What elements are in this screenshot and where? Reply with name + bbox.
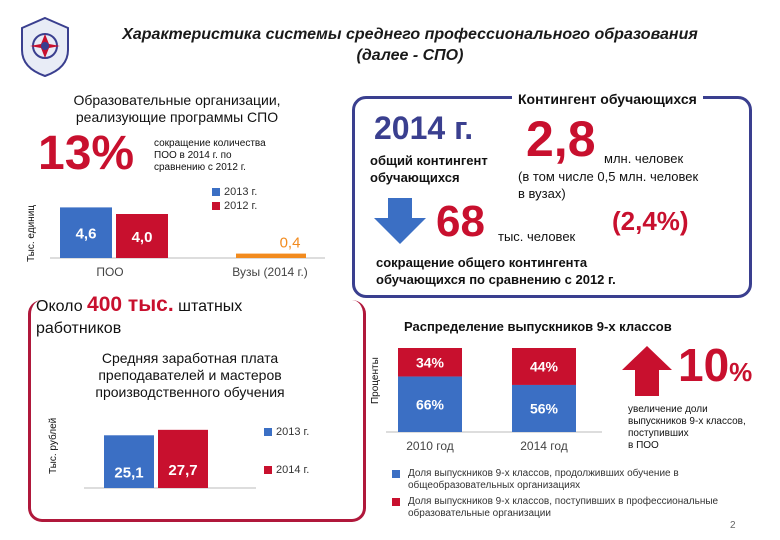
- salary-bar-2013: [104, 435, 154, 488]
- orgs-percent: 13%: [38, 127, 135, 180]
- orgs-bar-2013: [60, 207, 112, 258]
- page-title: Характеристика системы среднего професси…: [60, 24, 760, 66]
- orgs-bar-2013-label: 4,6: [76, 226, 97, 243]
- growth-note-line-3: поступивших: [628, 428, 689, 439]
- graduates-bar-red-0: [398, 348, 462, 377]
- graduates-heading: Распределение выпускников 9-х классов: [404, 319, 672, 334]
- graduates-bar-blue-0: [398, 376, 462, 432]
- legend-swatch-blue: [392, 470, 400, 478]
- salary-legend-label-2014: 2014 г.: [276, 464, 310, 476]
- orgs-note-line-2: ПОО в 2014 г. по: [154, 150, 232, 161]
- salary-bar-label-2014: 27,7: [168, 462, 197, 479]
- salary-bar-chart: 25,1 27,7: [84, 429, 256, 489]
- contingent-note-line-2: обучающихся по сравнению с 2012 г.: [376, 272, 616, 287]
- contingent-drop-unit: тыс. человек: [498, 229, 576, 244]
- contingent-drop-note: сокращение общего контингента обучающихс…: [376, 254, 616, 288]
- orgs-legend-label-2013: 2013 г.: [224, 186, 258, 198]
- growth-value: 10%: [678, 340, 752, 397]
- salary-heading: Средняя заработная плата преподавателей …: [60, 350, 320, 401]
- growth-note-line-4: в ПОО: [628, 440, 659, 451]
- graduates-label-red-0: 34%: [416, 354, 445, 370]
- growth-note-line-1: увеличение доли: [628, 404, 708, 415]
- legend-swatch-red: [392, 498, 400, 506]
- staff-line-2: работников: [36, 320, 122, 337]
- orgs-heading: Образовательные организации, реализующие…: [42, 92, 312, 126]
- down-arrow-icon: [374, 198, 426, 244]
- graduates-label-blue-1: 56%: [530, 400, 559, 416]
- graduates-label-blue-0: 66%: [416, 396, 445, 412]
- staff-frame: [28, 300, 366, 522]
- graduates-legend-label-1: Доля выпускников 9-х классов, продолживш…: [408, 468, 679, 491]
- legend-swatch-red: [212, 202, 220, 211]
- contingent-drop-value: 68: [436, 197, 485, 246]
- orgs-bar-universities: [236, 253, 306, 258]
- contingent-total-line-1: общий контингент: [370, 153, 488, 168]
- graduates-tick-label-0: 2010 год: [406, 439, 454, 453]
- contingent-total-label: общий контингент обучающихся: [370, 152, 488, 186]
- salary-bar-2014: [158, 429, 208, 488]
- graduates-legend-label-2: Доля выпускников 9-х классов, поступивши…: [408, 496, 719, 519]
- graduates-tick-label-1: 2014 год: [520, 439, 568, 453]
- orgs-bar-chart: 4,6 4,0 0,4 ПОО Вузы (2014 г.): [50, 207, 325, 279]
- contingent-including: (в том числе 0,5 млн. человек в вузах): [518, 168, 698, 202]
- contingent-incl-line-2: в вузах): [518, 186, 566, 201]
- legend-swatch-blue: [264, 428, 272, 437]
- growth-note-line-2: выпускников 9-х классов,: [628, 416, 746, 427]
- orgs-heading-line-1: Образовательные организации,: [73, 92, 281, 108]
- legend-swatch-blue: [212, 188, 220, 197]
- orgs-legend-label-2012: 2012 г.: [224, 200, 258, 212]
- legend-swatch-red: [264, 466, 272, 475]
- staff-count: Около 400 тыс. штатных работников: [36, 294, 356, 340]
- orgs-bar-2012-label: 4,0: [132, 229, 153, 246]
- contingent-year: 2014 г.: [374, 110, 474, 146]
- page-number: 2: [730, 520, 736, 531]
- staff-prefix: Около: [36, 298, 83, 315]
- staff-suffix: штатных: [178, 298, 243, 315]
- staff-count-value: 400 тыс.: [87, 293, 174, 316]
- orgs-note-line-1: сокращение количества: [154, 138, 266, 149]
- contingent-incl-line-1: (в том числе 0,5 млн. человек: [518, 169, 699, 184]
- graduates-stacked-chart: 34% 66% 2010 год 44% 56% 2014 год: [386, 348, 602, 453]
- orgs-legend-2012: 2012 г.: [212, 200, 257, 212]
- salary-bar-label-2013: 25,1: [114, 465, 143, 482]
- growth-unit: %: [729, 357, 753, 387]
- orgs-bar-universities-label: 0,4: [280, 235, 301, 252]
- salary-legend-2013: 2013 г.: [264, 426, 309, 438]
- title-line-1: Характеристика системы среднего професси…: [122, 26, 698, 43]
- orgs-heading-line-2: реализующие программы СПО: [75, 109, 279, 125]
- salary-legend-2014: 2014 г.: [264, 464, 309, 476]
- salary-line-1: Средняя заработная плата: [101, 350, 279, 366]
- graduates-legend: Доля выпускников 9-х классов, продолживш…: [392, 468, 762, 520]
- graduates-label-red-1: 44%: [530, 358, 559, 374]
- contingent-total-value: 2,8: [526, 111, 596, 167]
- salary-legend-label-2013: 2013 г.: [276, 426, 310, 438]
- salary-line-2: преподавателей и мастеров: [98, 367, 282, 383]
- salary-axis-label: Тыс. рублей: [48, 417, 59, 474]
- orgs-note-line-3: сравнению с 2012 г.: [154, 162, 246, 173]
- graduates-legend-row-1: Доля выпускников 9-х классов, продолживш…: [392, 468, 762, 492]
- orgs-percent-note: сокращение количества ПОО в 2014 г. по с…: [154, 138, 324, 174]
- up-arrow-icon: [622, 346, 672, 396]
- emblem-logo: [21, 16, 69, 78]
- orgs-legend-2013: 2013 г.: [212, 186, 257, 198]
- contingent-heading: Контингент обучающихся: [512, 91, 703, 108]
- orgs-tick-label-poo: ПОО: [96, 265, 123, 279]
- salary-line-3: производственного обучения: [95, 384, 285, 400]
- contingent-drop-percent: (2,4%): [612, 206, 689, 236]
- growth-number: 10: [678, 339, 730, 391]
- orgs-axis-label: Тыс. единиц: [26, 204, 37, 262]
- contingent-total-unit: млн. человек: [604, 151, 684, 166]
- contingent-total-line-2: обучающихся: [370, 170, 460, 185]
- graduates-legend-row-2: Доля выпускников 9-х классов, поступивши…: [392, 496, 762, 520]
- graduates-axis-label: Проценты: [370, 357, 381, 404]
- orgs-tick-label-vuzy: Вузы (2014 г.): [232, 265, 308, 279]
- orgs-bar-2012: [116, 214, 168, 258]
- graduates-bar-blue-1: [512, 384, 576, 432]
- title-line-2: (далее - СПО): [356, 47, 464, 64]
- graduates-bar-red-1: [512, 348, 576, 385]
- contingent-note-line-1: сокращение общего контингента: [376, 255, 588, 270]
- growth-note: увеличение доли выпускников 9-х классов,…: [628, 404, 778, 452]
